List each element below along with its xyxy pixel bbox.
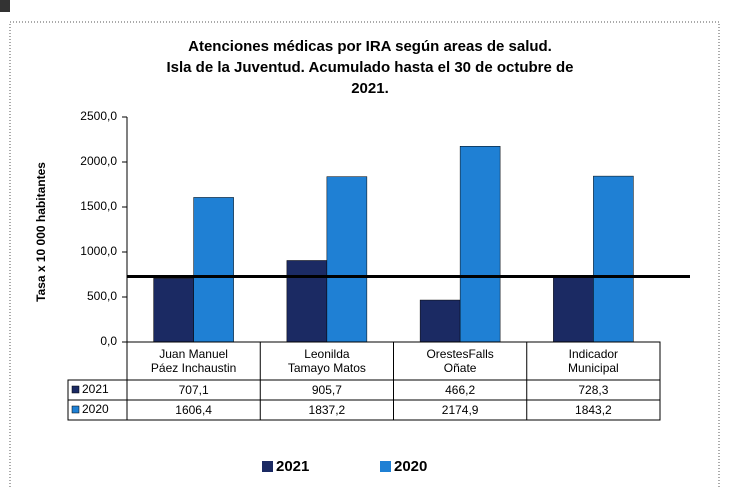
- bar: [459, 146, 501, 343]
- legend-swatch: [262, 461, 273, 472]
- chart-title: Isla de la Juventud. Acumulado hasta el …: [166, 59, 573, 76]
- table-cell: 2174,9: [441, 403, 479, 417]
- table-series-name: 2020: [82, 402, 109, 416]
- chart-title: Atenciones médicas por IRA según areas d…: [188, 38, 552, 55]
- y-tick-label: 1000,0: [80, 244, 117, 258]
- table-cell: Juan Manuel Páez Inchaustin: [150, 347, 237, 375]
- table-series-name: 2021: [82, 382, 109, 396]
- bar: [553, 276, 594, 343]
- table-cell: Leonilda Tamayo Matos: [287, 347, 366, 375]
- table-cell: 1837,2: [308, 403, 346, 417]
- table-cell: 466,2: [445, 383, 476, 397]
- table-cell: 707,1: [178, 383, 209, 397]
- legend-swatch: [71, 385, 80, 394]
- legend-label: 2021: [276, 458, 309, 475]
- chart-title: 2021.: [351, 80, 389, 97]
- table-cell: 728,3: [578, 383, 609, 397]
- y-tick-label: 1500,0: [80, 199, 117, 213]
- y-tick-label: 2000,0: [80, 154, 117, 168]
- bar: [286, 260, 328, 343]
- bar: [419, 299, 461, 343]
- table-cell: 1606,4: [175, 403, 212, 417]
- table-cell: Indicador Municipal: [568, 347, 619, 375]
- y-tick-label: 2500,0: [80, 109, 117, 123]
- chart-frame: [9, 21, 720, 488]
- table-cell: OrestesFalls Oñate: [426, 347, 494, 375]
- legend-swatch: [71, 405, 80, 414]
- bar: [153, 278, 194, 343]
- table-cell: 905,7: [311, 383, 342, 397]
- y-axis-label: Tasa x 10 000 habitantes: [34, 162, 48, 302]
- bar: [193, 197, 234, 343]
- table-cell: 1843,2: [575, 403, 612, 417]
- bar: [593, 175, 634, 343]
- y-tick-label: 0,0: [100, 334, 117, 348]
- bar: [326, 176, 368, 343]
- y-tick-label: 500,0: [87, 289, 117, 303]
- legend-swatch: [380, 461, 391, 472]
- corner-icon: [0, 0, 10, 12]
- legend-label: 2020: [394, 458, 427, 475]
